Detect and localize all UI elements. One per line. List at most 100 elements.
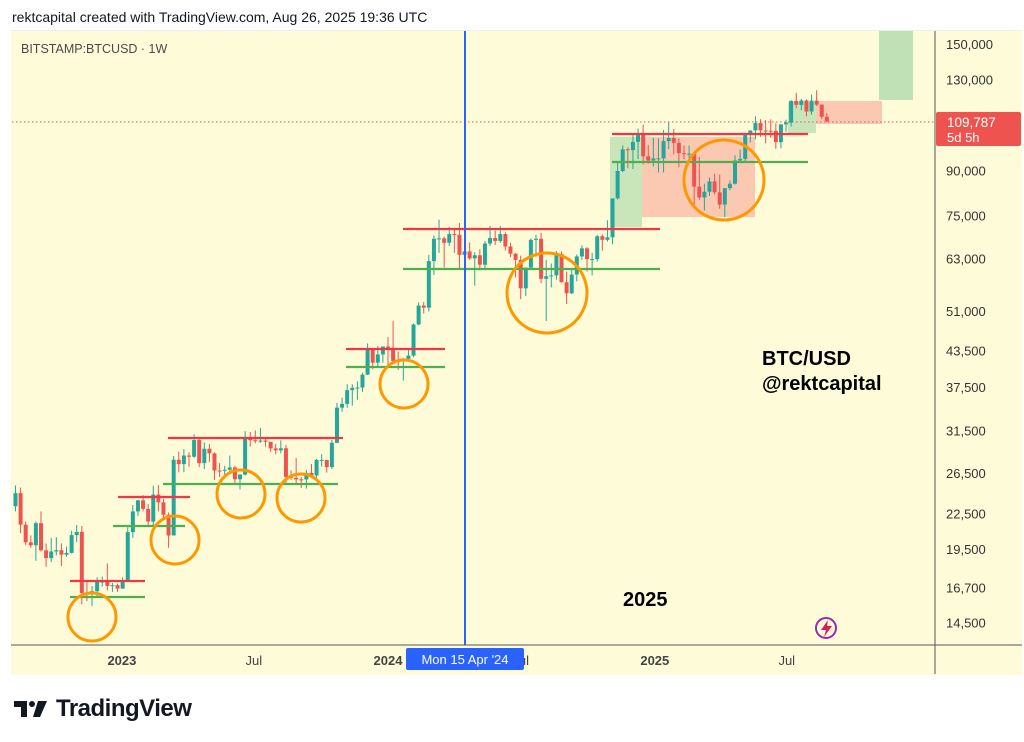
candle-body	[457, 234, 462, 255]
candle-body	[370, 348, 375, 363]
y-tick-label: 43,500	[946, 343, 986, 358]
y-tick-label: 26,500	[946, 466, 986, 481]
candle-body	[232, 467, 237, 480]
candle-body	[493, 238, 498, 241]
candle-body	[651, 158, 656, 161]
candle-body	[794, 100, 799, 105]
candle-body	[799, 100, 804, 105]
candle-body	[294, 477, 299, 480]
chart-area[interactable]	[11, 30, 1022, 675]
candle	[763, 120, 768, 144]
candle	[278, 440, 283, 454]
candle	[355, 381, 360, 400]
candle-body	[253, 440, 258, 442]
candle	[503, 232, 508, 251]
candle-body	[192, 439, 197, 457]
stop-loss-box	[816, 101, 882, 124]
candle-body	[508, 246, 513, 254]
retest-circle	[275, 472, 327, 524]
candle	[539, 232, 544, 284]
candle	[666, 122, 671, 150]
candle	[273, 444, 278, 455]
candle	[569, 268, 574, 295]
candle-body	[350, 387, 355, 391]
tradingview-logo[interactable]: TradingView	[14, 695, 192, 723]
candle-body	[49, 551, 54, 559]
candle	[345, 384, 350, 408]
candle	[784, 119, 789, 132]
candle	[467, 242, 472, 260]
candle	[421, 302, 426, 314]
candle-body	[447, 234, 452, 243]
candle-body	[477, 255, 482, 265]
candle	[186, 452, 191, 467]
candle	[493, 230, 498, 245]
candle-body	[416, 305, 421, 325]
candle-body	[222, 469, 227, 471]
candle	[437, 219, 442, 253]
candle-body	[202, 448, 207, 464]
candle-body	[717, 192, 722, 205]
candle-body	[605, 237, 610, 240]
candle	[334, 402, 339, 443]
candle-body	[197, 439, 202, 464]
candle-body	[824, 116, 829, 122]
candle	[549, 263, 554, 288]
y-tick-label: 37,500	[946, 380, 986, 395]
annotation-handle: @rektcapital	[762, 373, 882, 395]
candle-body	[763, 130, 768, 132]
candle-body	[615, 171, 620, 199]
candle	[799, 98, 804, 111]
x-tick-label: Jul	[778, 653, 795, 668]
candle	[314, 459, 319, 478]
candle-body	[345, 390, 350, 404]
candle	[54, 537, 59, 556]
candle-body	[585, 248, 590, 260]
candle	[44, 543, 49, 567]
candle	[753, 116, 758, 140]
candle-body	[386, 346, 390, 348]
candle-body	[707, 181, 712, 192]
candle	[391, 320, 396, 363]
candle-body	[636, 133, 641, 142]
candle-body	[161, 502, 166, 515]
candle-body	[283, 448, 288, 477]
candle-body	[564, 282, 569, 294]
candle	[712, 173, 717, 195]
candle-body	[18, 493, 23, 525]
candle-body	[528, 239, 533, 268]
candle-body	[702, 191, 707, 198]
retest-circle	[378, 358, 430, 410]
candle-body	[804, 100, 809, 112]
candle	[59, 543, 64, 567]
candle-body	[186, 455, 191, 457]
crosshair-date-text: Mon 15 Apr '24	[421, 652, 508, 667]
candle	[299, 476, 304, 489]
lightning-icon[interactable]	[815, 617, 837, 639]
candle	[105, 563, 110, 591]
candle-body	[227, 467, 232, 470]
candle-body	[238, 474, 243, 480]
candle	[38, 511, 43, 552]
candle-body	[814, 100, 819, 105]
candle	[707, 177, 712, 196]
candle	[477, 249, 482, 271]
retest-circle	[149, 514, 201, 566]
candle	[227, 455, 232, 474]
candle-body	[120, 580, 125, 589]
retest-circle	[682, 138, 766, 222]
candle	[748, 130, 753, 143]
candle-body	[360, 374, 365, 388]
candle-body	[681, 153, 686, 155]
candle	[416, 302, 421, 326]
candle	[809, 94, 814, 115]
candle	[738, 149, 743, 163]
candle	[717, 174, 722, 209]
candle	[294, 458, 299, 485]
candle	[146, 503, 151, 527]
candle-body	[600, 236, 605, 240]
candle	[585, 247, 590, 272]
candle	[554, 251, 559, 280]
x-tick-label: Jul	[246, 653, 263, 668]
